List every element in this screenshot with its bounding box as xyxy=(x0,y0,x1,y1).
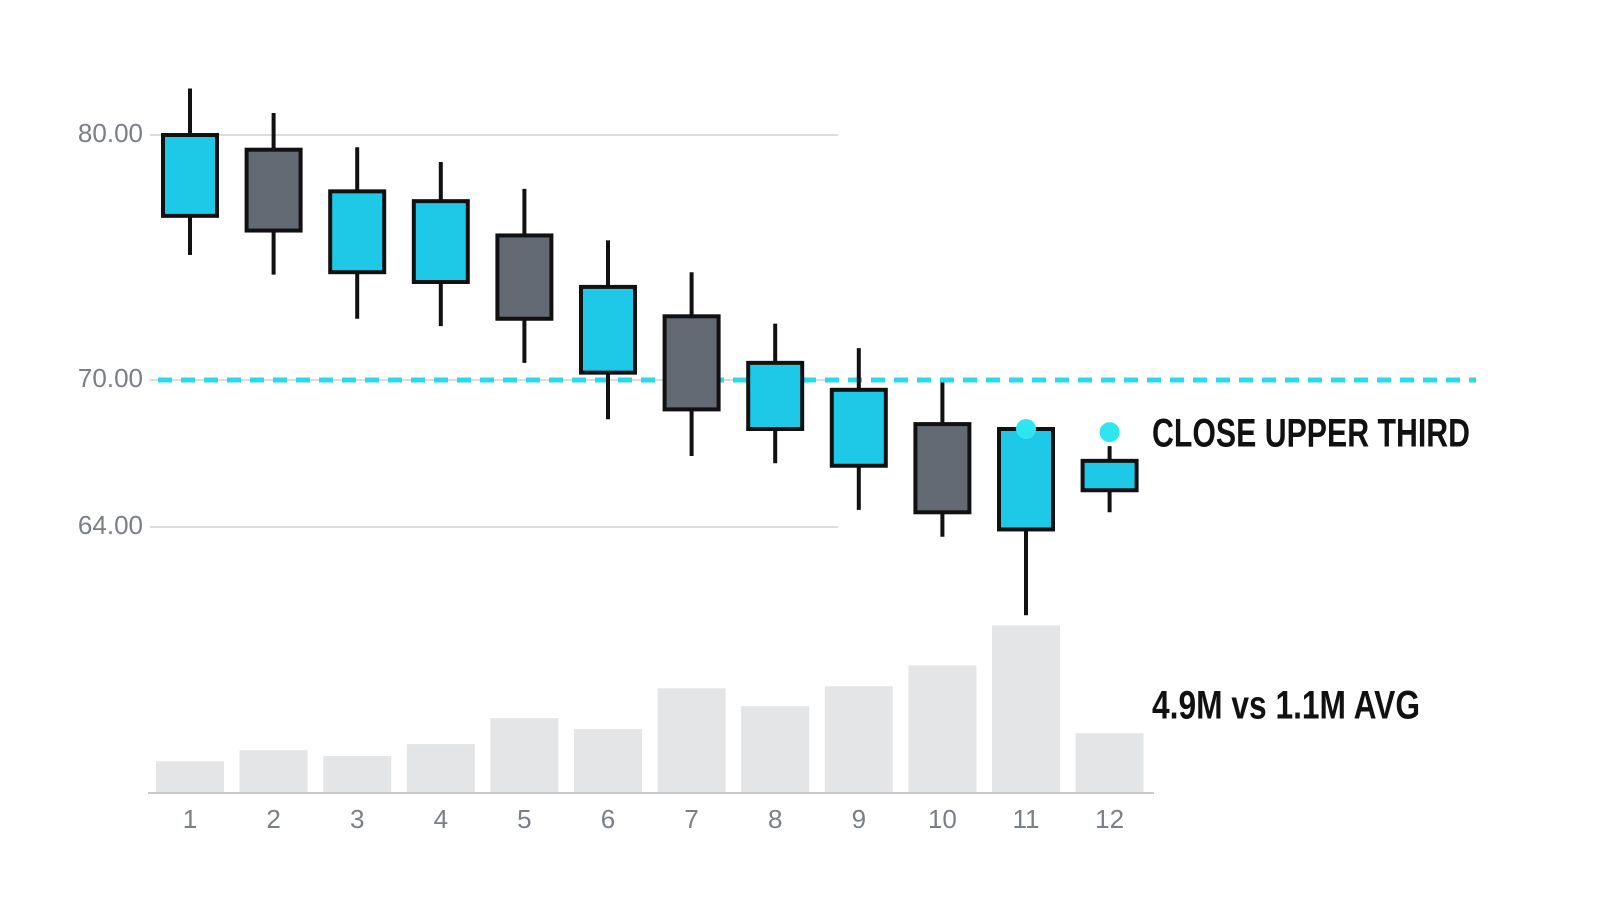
candle-body xyxy=(829,387,888,468)
x-tick-label: 7 xyxy=(684,804,698,834)
x-tick-label: 9 xyxy=(852,804,866,834)
annotation: 4.9M vs 1.1M AVG xyxy=(1152,684,1420,728)
y-tick-label: 64.00 xyxy=(78,510,143,540)
highlight-marker xyxy=(1016,419,1036,439)
annotation: CLOSE UPPER THIRD xyxy=(1152,412,1470,456)
candle-body xyxy=(495,233,554,321)
candle-body xyxy=(746,360,805,432)
volume-bar xyxy=(741,706,810,793)
volume-bar xyxy=(406,744,475,793)
candle-body xyxy=(161,133,219,218)
candle-body xyxy=(913,422,972,515)
volume-bar xyxy=(156,761,224,793)
candle-body xyxy=(579,284,637,375)
candle-body xyxy=(997,427,1055,532)
volume-bar xyxy=(992,625,1060,793)
candle-body xyxy=(1080,458,1139,493)
x-tick-label: 1 xyxy=(183,804,197,834)
x-tick-label: 8 xyxy=(768,804,782,834)
volume-bar xyxy=(490,718,559,793)
x-tick-label: 4 xyxy=(434,804,448,834)
x-tick-label: 12 xyxy=(1095,804,1124,834)
x-tick-label: 2 xyxy=(266,804,280,834)
y-tick-label: 70.00 xyxy=(78,363,143,393)
volume-bar xyxy=(1075,733,1144,793)
candle-body xyxy=(411,199,470,284)
volume-bar xyxy=(657,688,726,793)
volume-bar xyxy=(239,750,308,793)
candle-body xyxy=(662,314,721,412)
volume-bar xyxy=(574,729,642,793)
y-tick-label: 80.00 xyxy=(78,118,143,148)
x-tick-label: 10 xyxy=(928,804,957,834)
volume-bar xyxy=(824,686,893,793)
x-tick-label: 3 xyxy=(350,804,364,834)
x-tick-label: 5 xyxy=(517,804,531,834)
candle-body xyxy=(328,189,387,275)
x-tick-label: 11 xyxy=(1013,804,1040,834)
candle-body xyxy=(244,147,303,233)
volume-bar xyxy=(908,665,977,793)
volume-bar xyxy=(323,756,392,793)
x-tick-label: 6 xyxy=(601,804,615,834)
highlight-marker xyxy=(1099,422,1120,443)
